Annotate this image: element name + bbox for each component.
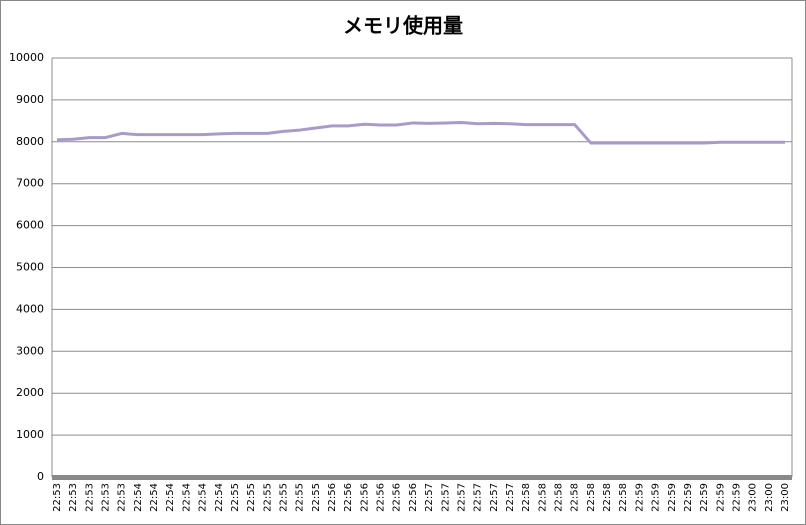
x-tick-label: 22:58 [602,483,613,512]
y-tick-label: 0 [37,470,44,483]
x-tick-label: 22:53 [117,483,128,512]
x-tick-label: 22:59 [634,483,645,512]
x-tick-label: 22:57 [456,483,467,512]
x-tick-label: 22:57 [505,483,516,512]
x-tick-label: 22:53 [68,483,79,512]
x-tick-label: 22:59 [715,483,726,512]
x-tick-label: 22:55 [230,483,241,512]
x-tick-label: 22:58 [570,483,581,512]
x-tick-label: 22:58 [554,483,565,512]
x-tick-label: 22:56 [327,483,338,512]
x-tick-label: 22:56 [376,483,387,512]
x-tick-label: 22:54 [149,483,160,512]
x-tick-label: 23:00 [748,483,759,512]
x-tick-label: 22:54 [133,483,144,512]
y-tick-label: 6000 [16,219,44,232]
x-tick-label: 22:55 [262,483,273,512]
x-tick-label: 22:59 [683,483,694,512]
x-tick-label: 22:55 [246,483,257,512]
y-tick-label: 4000 [16,302,44,315]
x-tick-label: 22:56 [408,483,419,512]
x-tick-label: 23:00 [780,483,791,512]
x-tick-label: 22:58 [537,483,548,512]
x-tick-label: 22:54 [165,483,176,512]
x-tick-label: 23:00 [764,483,775,512]
x-tick-label: 22:57 [440,483,451,512]
y-tick-label: 5000 [16,261,44,274]
chart-title: メモリ使用量 [343,14,463,38]
x-tick-label: 22:56 [359,483,370,512]
x-tick-label: 22:58 [618,483,629,512]
x-tick-label: 22:59 [667,483,678,512]
x-tick-label: 22:54 [181,483,192,512]
x-tick-label: 22:58 [586,483,597,512]
y-tick-label: 10000 [9,51,44,64]
x-tick-label: 22:54 [214,483,225,512]
x-tick-label: 22:56 [392,483,403,512]
x-tick-label: 22:54 [198,483,209,512]
x-tick-label: 22:53 [84,483,95,512]
x-tick-label: 22:55 [278,483,289,512]
series-line [56,121,785,145]
y-tick-label: 9000 [16,93,44,106]
y-tick-label: 7000 [16,177,44,190]
x-tick-label: 22:59 [651,483,662,512]
x-tick-label: 22:55 [295,483,306,512]
x-tick-label: 22:53 [52,483,63,512]
x-axis-bar [52,475,792,480]
x-tick-label: 22:58 [521,483,532,512]
y-tick-label: 3000 [16,344,44,357]
y-tick-label: 2000 [16,386,44,399]
x-tick-label: 22:55 [311,483,322,512]
x-tick-label: 22:59 [699,483,710,512]
y-tick-label: 1000 [16,428,44,441]
x-tick-label: 22:57 [473,483,484,512]
x-tick-label: 22:57 [424,483,435,512]
x-tick-label: 22:57 [489,483,500,512]
y-tick-label: 8000 [16,135,44,148]
x-tick-label: 22:59 [731,483,742,512]
x-tick-label: 22:53 [101,483,112,512]
x-tick-label: 22:56 [343,483,354,512]
